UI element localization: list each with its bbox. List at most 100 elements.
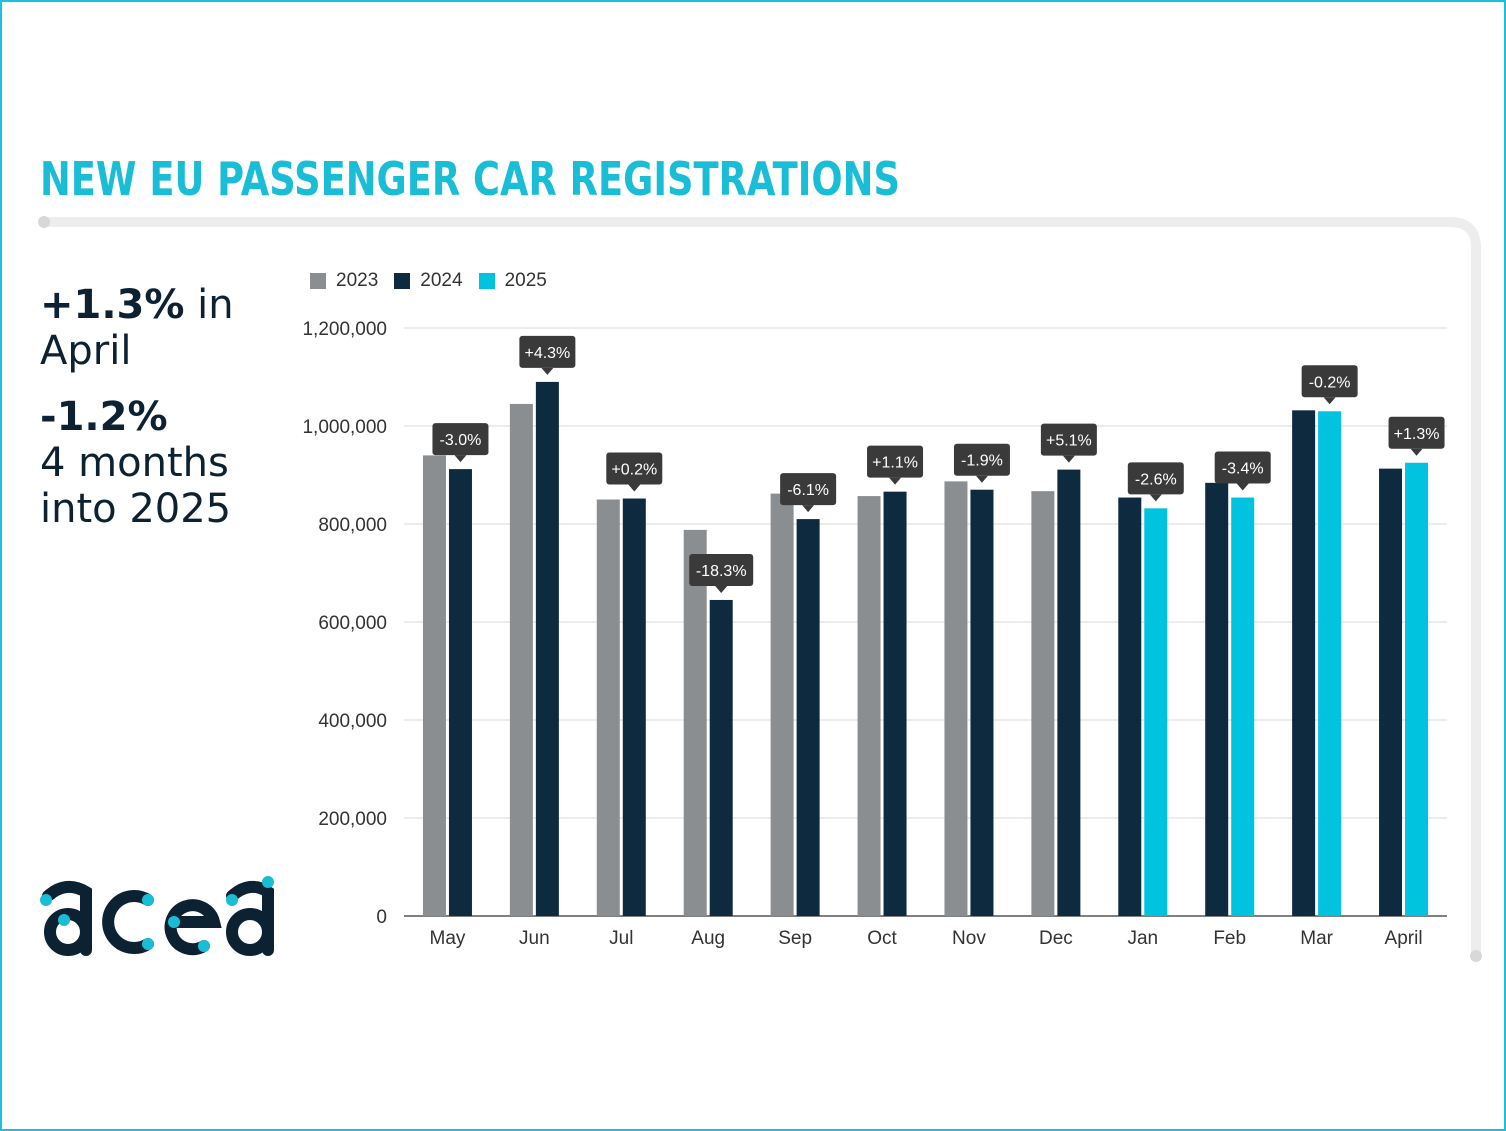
y-tick-label: 400,000: [318, 711, 387, 732]
legend-label-2025: 2025: [504, 270, 547, 291]
chart-legend: 2023 2024 2025: [310, 270, 563, 292]
april-change: +1.3%: [40, 282, 185, 328]
bar-2024-nov: [970, 489, 994, 916]
bar-2024-may: [448, 469, 472, 916]
change-badge-pointer: [715, 585, 728, 593]
bar-2023-oct: [857, 496, 881, 916]
x-tick-label: Jun: [519, 928, 550, 949]
change-badge-pointer: [975, 475, 988, 483]
highlights-panel: +1.3% in April -1.2% 4 months into 2025: [40, 282, 260, 532]
change-badge-pointer: [541, 367, 554, 375]
change-badge-pointer: [889, 477, 902, 485]
y-tick-label: 1,000,000: [302, 417, 387, 438]
legend-label-2023: 2023: [336, 270, 379, 291]
x-tick-label: May: [430, 928, 466, 949]
x-tick-label: Oct: [867, 928, 897, 949]
change-badge-box: [953, 443, 1010, 476]
change-badge: -1.9%: [953, 443, 1010, 483]
decorative-track: [39, 217, 1481, 961]
bar-2024-mar: [1292, 410, 1316, 916]
legend-swatch-2024: [394, 273, 411, 289]
bar-2024-dec: [1057, 469, 1081, 916]
change-badge: -3.0%: [432, 423, 489, 463]
y-tick-label: 0: [376, 907, 387, 928]
change-badge-pointer: [1410, 448, 1423, 456]
track-start-dot: [38, 216, 50, 228]
change-label: +1.1%: [872, 455, 918, 472]
change-label: -0.2%: [1309, 374, 1351, 391]
ytd-label: 4 months: [40, 440, 229, 486]
legend-item-2024: 2024: [394, 270, 463, 292]
x-tick-label: Dec: [1039, 928, 1073, 949]
change-badge-box: [432, 423, 489, 456]
bar-2025-april: [1405, 462, 1429, 916]
change-label: +0.2%: [611, 462, 657, 479]
april-label: April: [40, 328, 132, 374]
bar-2023-aug: [683, 529, 707, 916]
change-badge: -0.2%: [1301, 365, 1358, 405]
ytd-label-2: into 2025: [40, 486, 232, 532]
change-label: -6.1%: [787, 482, 829, 499]
track-end-dot: [1470, 950, 1482, 962]
legend-item-2023: 2023: [310, 270, 378, 292]
y-tick-label: 200,000: [318, 809, 387, 830]
x-tick-label: Aug: [691, 928, 725, 949]
change-badge: -2.6%: [1127, 462, 1184, 502]
legend-swatch-2023: [310, 273, 326, 289]
x-tick-label: Nov: [952, 928, 986, 949]
x-tick-label: April: [1385, 928, 1423, 949]
bar-2024-aug: [709, 599, 733, 916]
change-badge: +5.1%: [1040, 423, 1097, 463]
change-label: -3.0%: [440, 432, 482, 449]
change-badge: -18.3%: [689, 553, 754, 593]
bar-2023-jul: [596, 499, 620, 916]
bar-2025-mar: [1318, 411, 1342, 916]
april-suffix: in: [184, 282, 234, 328]
change-badge-pointer: [1323, 397, 1336, 405]
bar-2023-sep: [770, 493, 794, 916]
change-label: +5.1%: [1046, 433, 1092, 450]
bar-2023-may: [422, 455, 446, 916]
change-badge-box: [780, 473, 837, 506]
change-badge-box: [1388, 416, 1445, 449]
change-badge: +1.1%: [867, 445, 924, 485]
bar-2023-nov: [944, 481, 968, 916]
change-badge-box: [606, 452, 663, 485]
change-label: +4.3%: [524, 345, 570, 362]
x-tick-label: Sep: [778, 928, 812, 949]
change-badge-pointer: [802, 505, 815, 513]
change-label: -18.3%: [696, 563, 747, 580]
change-badge: -3.4%: [1214, 451, 1271, 491]
change-label: -3.4%: [1222, 461, 1264, 478]
bar-2024-april: [1379, 468, 1403, 916]
y-tick-label: 800,000: [318, 515, 387, 536]
change-badge: +0.2%: [606, 452, 663, 492]
bar-2024-jan: [1118, 497, 1142, 916]
bar-2024-sep: [796, 519, 820, 916]
change-badge-box: [867, 445, 924, 478]
acea-logo: acea: [40, 876, 274, 956]
bar-2024-jul: [622, 498, 646, 916]
change-badge-box: [689, 553, 754, 586]
ytd-highlight: -1.2% 4 months into 2025: [40, 394, 260, 532]
x-tick-label: Mar: [1300, 928, 1333, 949]
change-badge-pointer: [1062, 455, 1075, 463]
change-label: -1.9%: [961, 453, 1003, 470]
legend-item-2025: 2025: [478, 270, 547, 292]
bar-2024-oct: [883, 491, 907, 916]
y-tick-label: 600,000: [318, 613, 387, 634]
change-badge-pointer: [628, 484, 641, 492]
change-badge-pointer: [454, 455, 467, 463]
x-tick-label: Jul: [609, 928, 633, 949]
change-badge-box: [1127, 462, 1184, 495]
bar-2024-jun: [535, 381, 559, 916]
bar-2023-dec: [1031, 491, 1055, 916]
change-badge-box: [1214, 451, 1271, 484]
april-highlight: +1.3% in April: [40, 282, 260, 374]
bar-2023-jun: [509, 403, 533, 916]
change-label: -2.6%: [1135, 471, 1177, 488]
change-badge-pointer: [1149, 494, 1162, 502]
change-label: +1.3%: [1394, 426, 1440, 443]
x-tick-label: Feb: [1213, 928, 1246, 949]
legend-swatch-2025: [478, 273, 495, 289]
